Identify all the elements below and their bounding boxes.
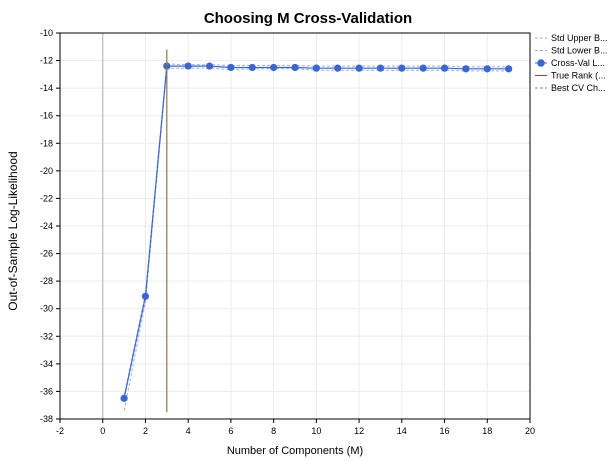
- x-tick-label: 0: [100, 426, 105, 436]
- data-point: [120, 394, 128, 402]
- data-point: [184, 62, 192, 70]
- x-tick-label: 2: [143, 426, 148, 436]
- y-tick-label: -38: [40, 414, 53, 424]
- chart-title: Choosing M Cross-Validation: [204, 10, 412, 27]
- y-tick-label: -24: [40, 221, 53, 231]
- data-point: [355, 64, 363, 72]
- y-tick-label: -14: [40, 83, 53, 93]
- y-tick-label: -32: [40, 331, 53, 341]
- x-tick-label: 4: [186, 426, 191, 436]
- x-axis-label: Number of Components (M): [227, 445, 363, 457]
- x-tick-label: 16: [440, 426, 450, 436]
- y-tick-label: -26: [40, 249, 53, 259]
- y-tick-label: -20: [40, 166, 53, 176]
- data-point: [398, 64, 406, 72]
- grid: [60, 33, 530, 419]
- legend-entry: Std Upper B...: [551, 33, 608, 43]
- data-point: [141, 292, 150, 300]
- legend-entry: True Rank (...: [551, 71, 606, 81]
- y-tick-label: -10: [40, 28, 53, 38]
- x-tick-label: 12: [354, 426, 364, 436]
- x-tick-label: 14: [397, 426, 407, 436]
- legend: Std Upper B... Std Lower B... Cross-Val L.…: [535, 33, 608, 93]
- legend-entry: Cross-Val L...: [551, 58, 605, 68]
- data-point: [270, 63, 278, 72]
- y-axis-ticks: -10 -12 -14 -16 -18 -20 -22 -24 -26 -28 -30 -32 -34 -…: [40, 28, 60, 424]
- legend-entry: Std Lower B...: [551, 46, 608, 56]
- data-point: [248, 63, 256, 72]
- data-point: [440, 64, 449, 72]
- x-axis-ticks: -2 0 2 4 6 8 10 12 14 16 18 20: [56, 419, 535, 436]
- y-tick-label: -36: [40, 386, 53, 396]
- data-point: [334, 64, 342, 72]
- data-point: [205, 62, 214, 70]
- y-tick-label: -30: [40, 304, 53, 314]
- legend-marker: [537, 59, 545, 67]
- series-layer: [120, 62, 513, 411]
- x-tick-label: 18: [482, 426, 492, 436]
- x-tick-label: 6: [228, 426, 233, 436]
- y-tick-label: -34: [40, 359, 53, 369]
- data-point: [419, 64, 427, 72]
- y-tick-label: -16: [40, 111, 53, 121]
- data-point: [462, 65, 470, 73]
- y-tick-label: -12: [40, 56, 53, 66]
- legend-entry: Best CV Ch...: [551, 83, 606, 93]
- data-point: [312, 64, 320, 72]
- x-tick-label: -2: [56, 426, 64, 436]
- data-point: [227, 63, 235, 72]
- y-tick-label: -22: [40, 193, 53, 203]
- data-point: [376, 64, 385, 72]
- y-axis-label: Out-of-Sample Log-Likelihood: [6, 151, 20, 310]
- data-point: [291, 63, 299, 72]
- x-tick-label: 10: [311, 426, 321, 436]
- x-tick-label: 20: [525, 426, 535, 436]
- y-tick-label: -18: [40, 138, 53, 148]
- data-point: [505, 65, 513, 73]
- y-tick-label: -28: [40, 276, 53, 286]
- x-tick-label: 8: [271, 426, 276, 436]
- data-point: [483, 65, 491, 73]
